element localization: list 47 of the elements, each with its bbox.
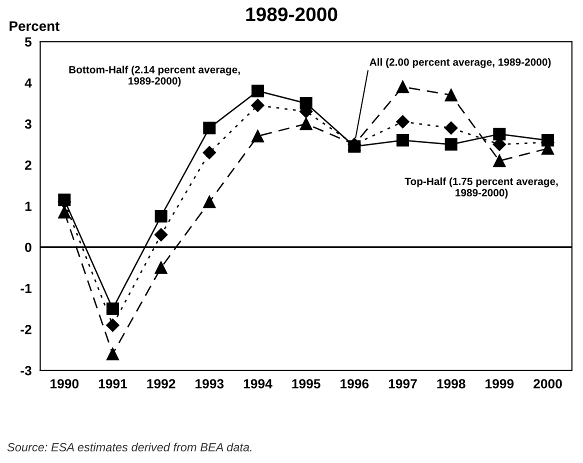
point: [203, 122, 216, 134]
y-tick-label: 2: [25, 160, 32, 170]
point: [396, 80, 409, 94]
point: [154, 228, 168, 242]
point: [444, 138, 458, 151]
y-tick-label: 3: [24, 119, 32, 129]
point: [154, 261, 168, 274]
y-tick-label: -2: [20, 324, 32, 334]
point: [396, 134, 409, 147]
y-tick-label: 5: [24, 37, 32, 47]
y-tick-label: 0: [25, 242, 32, 252]
x-tick-label: 1994: [244, 379, 272, 388]
point: [106, 348, 119, 360]
point: [396, 115, 410, 128]
y-tick-label: 1: [25, 202, 32, 211]
x-tick-label: 1993: [196, 379, 224, 388]
x-tick-label: 1990: [50, 379, 79, 388]
x-tick-label: 1997: [388, 379, 417, 388]
text: All (2.00 percent average, 1989-2000): [370, 58, 551, 68]
point: [202, 146, 216, 160]
point: [154, 210, 168, 223]
point: [493, 154, 506, 168]
point: [251, 98, 264, 112]
series-label: Bottom-Half (2.14 percent average, 1989-2000): [69, 66, 240, 87]
point: [106, 302, 119, 316]
x-tick-label: 1995: [292, 379, 320, 388]
point: [251, 84, 264, 98]
point: [106, 318, 120, 332]
point: [300, 118, 312, 130]
x-tick-label: 1991: [98, 379, 128, 388]
point: [251, 130, 264, 142]
point: [444, 121, 458, 135]
point: [493, 128, 506, 140]
source-note: Source: ESA estimates derived from BEA data.: [7, 442, 252, 452]
x-tick-label: 1998: [437, 379, 466, 388]
point: [203, 196, 216, 208]
chart-title: 1989-2000: [246, 7, 338, 22]
y-tick-label: -1: [20, 284, 32, 293]
text: Top-Half (1.75 percent average, 1989-2000): [404, 177, 558, 198]
x-tick-label: 1999: [486, 379, 514, 388]
y-tick-label: 4: [24, 78, 32, 88]
y-axis-title: Percent: [10, 21, 60, 32]
x-tick-label: 2000: [534, 379, 562, 388]
x-tick-label: 1992: [147, 379, 176, 388]
point: [444, 88, 458, 102]
x-tick-label: 1996: [340, 379, 369, 388]
y-tick-label: -3: [20, 366, 32, 376]
